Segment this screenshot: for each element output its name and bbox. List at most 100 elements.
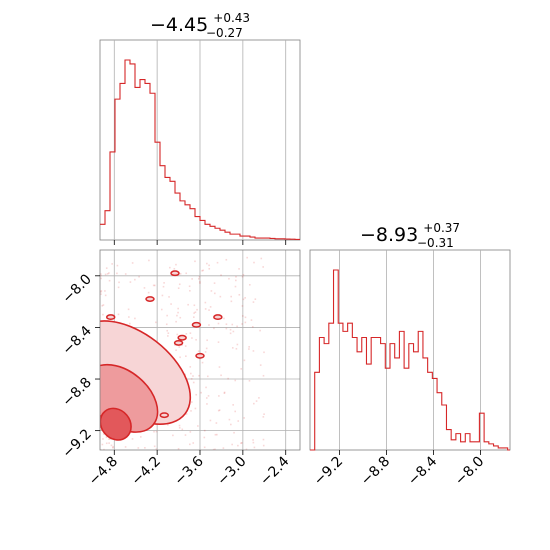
contour-xtick-label: −3.0 [214, 454, 249, 489]
contour-ytick-label: −8.4 [59, 323, 94, 358]
scatter-point [100, 273, 102, 275]
scatter-point [177, 311, 179, 314]
scatter-point [104, 273, 107, 276]
scatter-point [214, 433, 217, 436]
scatter-point [127, 308, 130, 311]
scatter-point [184, 434, 187, 436]
scatter-point [248, 346, 250, 348]
scatter-point [189, 431, 192, 433]
scatter-point [263, 413, 265, 416]
contour-island [159, 412, 170, 419]
scatter-point [235, 275, 237, 278]
scatter-point [147, 291, 150, 294]
hist-1-xtick-label: −9.2 [311, 454, 346, 489]
scatter-point [102, 433, 105, 435]
scatter-point [116, 264, 119, 267]
scatter-point [195, 338, 197, 341]
scatter-point [258, 397, 260, 399]
contour-levels [100, 270, 223, 441]
scatter-point [134, 278, 136, 281]
scatter-point [189, 289, 191, 292]
scatter-point [241, 315, 244, 317]
scatter-point [220, 374, 222, 377]
scatter-point [235, 279, 237, 282]
scatter-point [252, 441, 255, 444]
scatter-point [193, 312, 195, 314]
scatter-point [234, 285, 237, 288]
scatter-point [185, 272, 188, 275]
scatter-point [210, 290, 213, 292]
scatter-point [102, 304, 105, 306]
scatter-point [185, 355, 187, 357]
scatter-point [189, 332, 192, 334]
scatter-point [185, 332, 188, 335]
scatter-point [255, 400, 258, 402]
scatter-point [217, 341, 220, 343]
scatter-point [203, 446, 206, 449]
scatter-point [116, 272, 118, 275]
scatter-point [244, 297, 246, 299]
scatter-point [178, 424, 181, 427]
scatter-point [205, 386, 207, 389]
scatter-point [252, 350, 255, 352]
scatter-point [109, 438, 112, 440]
scatter-point [108, 279, 111, 282]
scatter-point [167, 335, 169, 337]
scatter-point [188, 285, 191, 288]
hist-1-xtick-label: −8.4 [405, 453, 440, 488]
scatter-point [216, 261, 219, 264]
scatter-point [108, 438, 110, 440]
scatter-point [190, 378, 193, 380]
scatter-point [237, 420, 240, 422]
scatter-point [169, 266, 171, 269]
scatter-point [155, 321, 157, 324]
scatter-point [232, 404, 234, 406]
scatter-point [194, 407, 197, 410]
scatter-point [190, 410, 192, 412]
scatter-point [153, 430, 155, 433]
scatter-point [241, 442, 243, 444]
scatter-point [177, 307, 179, 310]
scatter-point [203, 429, 206, 432]
scatter-point [250, 319, 253, 321]
scatter-point [208, 267, 211, 270]
scatter-point [232, 330, 235, 333]
scatter-point [242, 273, 245, 276]
scatter-point [184, 373, 187, 376]
scatter-point [192, 375, 194, 377]
scatter-point [131, 262, 134, 264]
scatter-point [100, 291, 102, 293]
scatter-point [179, 316, 182, 319]
scatter-point [246, 256, 248, 259]
scatter-point [215, 422, 218, 424]
scatter-point [216, 433, 218, 436]
scatter-point [110, 444, 113, 447]
scatter-point [251, 326, 254, 328]
scatter-point [105, 267, 108, 269]
scatter-point [253, 446, 256, 449]
scatter-point [201, 361, 204, 364]
scatter-point [262, 444, 265, 447]
scatter-point [229, 332, 232, 335]
scatter-point [222, 447, 225, 449]
scatter-point [217, 409, 220, 412]
scatter-point [229, 328, 232, 331]
scatter-point [134, 317, 136, 320]
scatter-point [117, 313, 120, 316]
scatter-point [184, 345, 187, 347]
scatter-point [128, 316, 130, 318]
scatter-point [100, 277, 102, 280]
scatter-point [203, 436, 206, 439]
scatter-point [204, 351, 207, 353]
scatter-point [106, 273, 109, 275]
scatter-point [108, 442, 110, 444]
scatter-point [230, 300, 233, 303]
scatter-point [252, 439, 254, 441]
contour-island [213, 314, 223, 321]
scatter-point [240, 442, 242, 444]
scatter-point [155, 430, 158, 433]
scatter-point [111, 263, 113, 265]
scatter-point [192, 381, 195, 384]
scatter-point [212, 448, 215, 450]
scatter-point [162, 285, 165, 288]
